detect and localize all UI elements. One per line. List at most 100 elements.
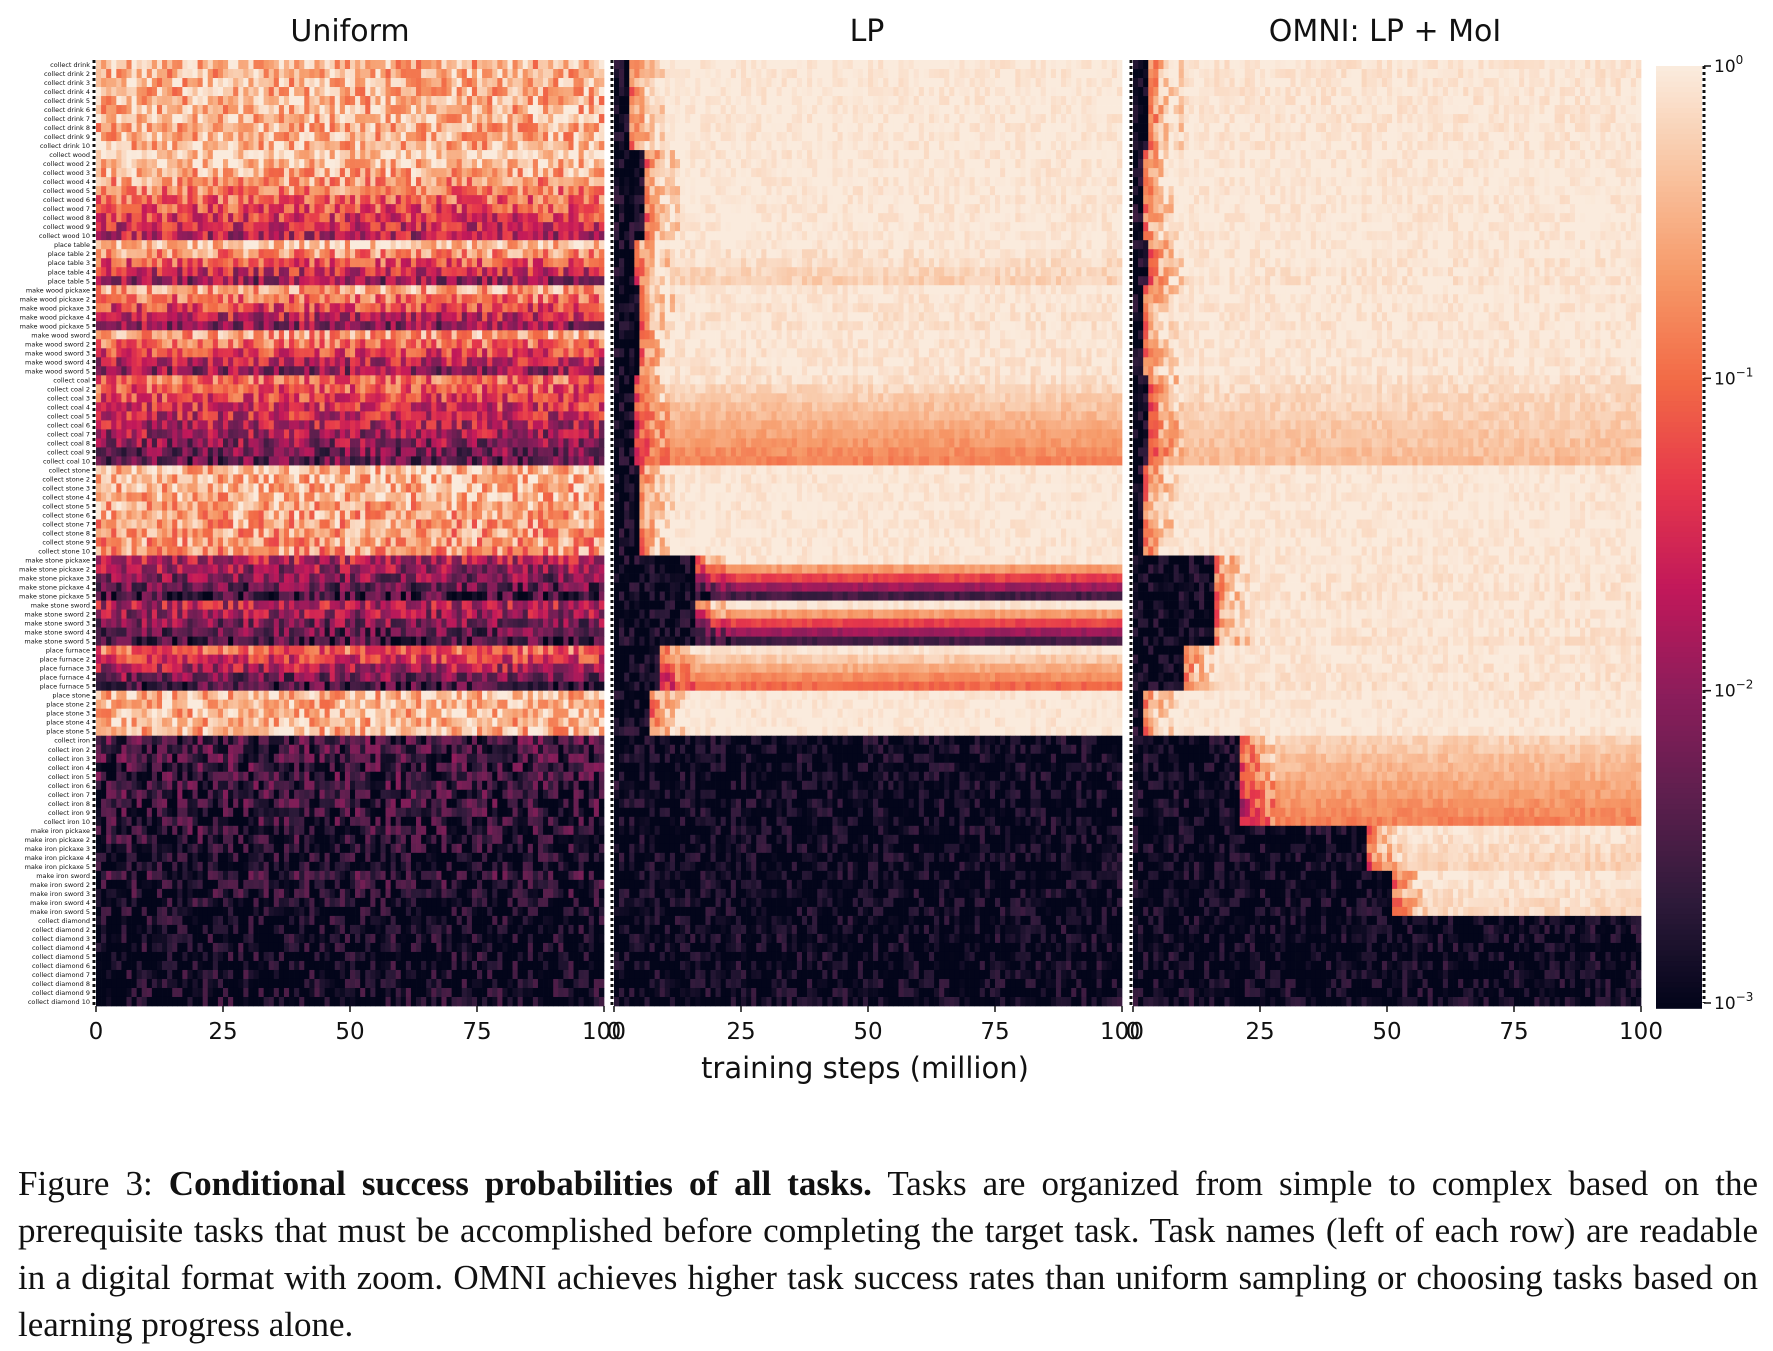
heatmap-cell [532,78,539,88]
heatmap-cell [228,69,234,79]
heatmap-cell [182,348,188,358]
heatmap-cell [228,321,234,331]
heatmap-cell [106,474,112,484]
heatmap-cell [588,411,595,421]
heatmap-cell [431,438,437,448]
heatmap-cell [121,339,127,349]
heatmap-cell [258,213,264,223]
heatmap-cell [116,213,122,223]
heatmap-cell [502,321,508,331]
heatmap-cell [228,105,234,115]
heatmap-cell [121,303,127,313]
heatmap-cell [111,141,117,151]
heatmap-cell [299,168,305,178]
heatmap-cell [253,240,259,250]
heatmap-cell [441,60,447,70]
heatmap-cell [167,177,173,187]
heatmap-cell [111,78,117,88]
heatmap-cell [223,258,229,268]
heatmap-cell [167,294,173,304]
heatmap-row [96,186,605,196]
heatmap-cell [471,321,478,331]
heatmap-cell [207,429,214,439]
heatmap-cell [141,213,148,223]
heatmap-cell [390,78,397,88]
heatmap-cell [395,303,402,313]
heatmap-cell [416,213,422,223]
heatmap-cell [563,267,569,277]
heatmap-cell [334,123,341,133]
heatmap-cell [522,213,529,223]
heatmap-cell [350,276,356,286]
heatmap-cell [121,213,127,223]
heatmap-cell [573,483,579,493]
heatmap-cell [167,87,173,97]
heatmap-cell [228,78,234,88]
heatmap-cell [568,96,574,106]
heatmap-cell [563,285,569,295]
heatmap-cell [324,321,331,331]
heatmap-cell [563,330,569,340]
heatmap-cell [370,492,376,502]
heatmap-cell [278,393,285,403]
heatmap-cell [400,69,407,79]
heatmap-cell [228,393,234,403]
heatmap-cell [370,267,376,277]
heatmap-cell [395,339,402,349]
heatmap-cell [96,204,102,214]
heatmap-cell [421,96,427,106]
heatmap-cell [588,492,595,502]
heatmap-cell [167,447,173,457]
heatmap-cell [248,384,254,394]
heatmap-cell [593,285,600,295]
heatmap-cell [212,402,219,412]
heatmap-cell [471,429,478,439]
heatmap-cell [451,393,458,403]
heatmap-cell [492,447,498,457]
heatmap-cell [355,195,361,205]
heatmap-cell [278,96,285,106]
heatmap-cell [598,258,605,268]
heatmap-cell [212,321,219,331]
heatmap-cell [192,231,198,241]
heatmap-cell [558,312,564,322]
heatmap-cell [162,267,168,277]
heatmap-cell [334,420,341,430]
heatmap-cell [355,465,361,475]
heatmap-cell [289,78,295,88]
heatmap-cell [416,168,422,178]
heatmap-cell [598,321,605,331]
heatmap-cell [96,249,102,259]
heatmap-cell [344,204,351,214]
heatmap-cell [192,474,198,484]
heatmap-cell [197,366,204,376]
heatmap-cell [441,294,447,304]
heatmap-cell [111,276,117,286]
heatmap-cell [532,456,539,466]
heatmap-cell [202,456,209,466]
heatmap-cell [568,492,574,502]
heatmap-cell [558,402,564,412]
heatmap-cell [507,60,513,70]
heatmap-cell [532,177,539,187]
heatmap-cell [278,132,285,142]
heatmap-cell [233,366,239,376]
heatmap-cell [106,483,112,493]
heatmap-cell [217,429,224,439]
heatmap-cell [466,222,473,232]
heatmap-cell [410,393,417,403]
heatmap-cell [370,384,376,394]
heatmap-cell [507,114,513,124]
heatmap-cell [431,321,437,331]
heatmap-cell [278,87,285,97]
heatmap-cell [289,456,295,466]
heatmap-cell [299,78,305,88]
heatmap-cell [253,195,259,205]
heatmap-cell [527,60,534,70]
heatmap-cell [182,159,188,169]
heatmap-cell [390,411,397,421]
heatmap-row [96,177,605,187]
heatmap-cell [106,357,112,367]
heatmap-cell [294,132,300,142]
heatmap-cell [96,312,102,322]
